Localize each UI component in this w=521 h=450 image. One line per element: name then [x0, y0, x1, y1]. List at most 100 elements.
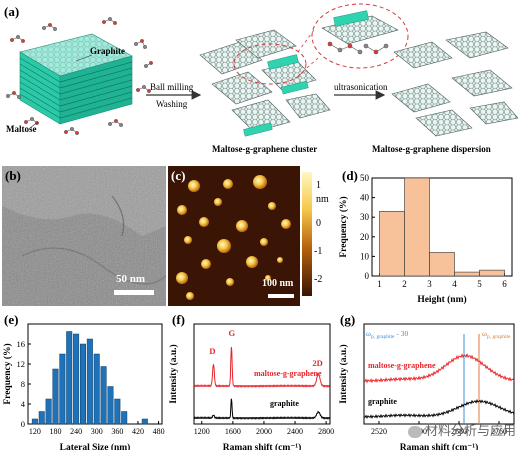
x-tick-label: 360	[111, 427, 123, 436]
bar	[52, 368, 59, 425]
y-tick-label: 12	[17, 359, 26, 369]
x-tick-label: 1200	[194, 427, 210, 436]
y-tick-label: 10	[360, 251, 370, 261]
raman-spectra-2d: Raman shift (cm⁻¹) Intensity (a.u.) 2520 26…	[338, 323, 515, 450]
x-tick-label: 2	[402, 279, 407, 289]
panel-a-schematic	[6, 3, 519, 137]
washing-label: Washing	[156, 99, 188, 109]
graphene-cluster	[199, 29, 331, 137]
peak-label: D	[209, 346, 215, 356]
y-tick-label: 50	[360, 173, 370, 183]
panel-b-label: (b)	[5, 168, 21, 183]
peak-label: 2D	[312, 358, 322, 368]
x-tick-label: 480	[153, 427, 165, 436]
maltose-molecules	[6, 17, 153, 135]
peak-label: G	[228, 328, 235, 338]
reference-label: ωp, graphite	[482, 329, 511, 340]
tem-scale-label: 50 nm	[116, 273, 146, 285]
bar	[379, 211, 405, 277]
y-tick-label: 20	[360, 232, 370, 242]
x-tick-label: 1600	[225, 427, 241, 436]
lateral-size-histogram: Lateral Size (nm) Frequency (%) 0 4 8 12 16 120…	[2, 323, 165, 450]
y-tick-label: 0	[365, 271, 370, 281]
x-axis-label: Lateral Size (nm)	[60, 442, 131, 450]
maltose-label: Maltose	[6, 124, 37, 134]
bar	[141, 418, 148, 425]
panel-e-label: (e)	[4, 312, 19, 327]
series-label: graphite	[368, 397, 397, 406]
zoom-detail	[321, 10, 399, 55]
series-line	[363, 399, 515, 420]
x-tick-label: 2760	[491, 427, 507, 436]
bar	[429, 252, 455, 277]
panel-a-label: (a)	[4, 4, 20, 19]
bar	[404, 177, 430, 277]
bar	[93, 353, 100, 425]
bar	[73, 333, 80, 425]
wechat-icon	[408, 425, 422, 438]
colorbar-tick-1: 1	[316, 180, 321, 191]
y-tick-label: 0	[21, 419, 25, 429]
x-tick-label: 2520	[371, 427, 387, 436]
bar	[66, 331, 73, 425]
bar	[107, 386, 114, 425]
ultrasonication-label: ultrasonication	[334, 82, 388, 92]
panel-g-label: (g)	[340, 312, 356, 327]
x-tick-label: 5	[477, 279, 482, 289]
bar	[100, 366, 107, 425]
afm-colorbar	[302, 172, 312, 296]
panel-d-label: (d)	[342, 168, 358, 183]
series-line	[193, 398, 330, 420]
bar	[38, 411, 45, 425]
x-tick-label: 2800	[318, 427, 334, 436]
bar	[114, 398, 121, 425]
reference-label: ωp, graphite - 30	[366, 329, 408, 340]
afm-scale-label: 100 nm	[262, 278, 294, 289]
bar	[479, 269, 505, 277]
bar	[45, 398, 52, 425]
graphite-block	[19, 33, 133, 125]
x-tick-label: 3	[427, 279, 432, 289]
bar	[79, 343, 86, 425]
ball-milling-label: Ball milling	[150, 82, 194, 92]
x-tick-label: 120	[29, 427, 41, 436]
x-tick-label: 4	[452, 279, 457, 289]
y-axis-label: Frequency (%)	[2, 343, 13, 404]
x-tick-label: 180	[49, 427, 61, 436]
y-tick-label: 16	[17, 339, 26, 349]
colorbar-tick-0: 0	[316, 218, 321, 229]
graphene-dispersion	[391, 31, 519, 137]
plot-frame	[363, 323, 515, 425]
zoom-circle-small	[233, 43, 307, 85]
bar	[454, 271, 480, 277]
watermark-text: 材料分析与应用	[425, 424, 517, 439]
graphite-pointer	[75, 54, 93, 62]
series-line	[193, 346, 330, 388]
x-tick-label: 2000	[256, 427, 272, 436]
y-tick-label: 30	[360, 212, 370, 222]
x-axis-label: Height (nm)	[417, 294, 466, 305]
panel-f-label: (f)	[172, 312, 185, 327]
plot-frame	[193, 323, 331, 425]
afm-image: (c) 100 nm	[168, 166, 300, 306]
tem-image: (b) 50 nm	[2, 166, 166, 306]
dispersion-label: Maltose-g-graphene dispersion	[372, 144, 491, 154]
zoom-circle-large	[311, 3, 409, 69]
x-tick-label: 2680	[451, 427, 467, 436]
maltose-pointer	[29, 121, 39, 129]
colorbar-tick-m1: -1	[314, 246, 323, 257]
y-axis-label: Intensity (a.u.)	[338, 344, 349, 403]
watermark: 材料分析与应用	[408, 420, 516, 439]
height-histogram: Height (nm) Frequency (%) 0 10 20 30 40 50 1 2 3 4 5…	[338, 173, 513, 305]
bar	[121, 411, 128, 425]
x-axis-label: Raman shift (cm⁻¹)	[400, 442, 479, 450]
x-tick-label: 1	[377, 279, 382, 289]
series-label: maltose-g-graphene	[368, 361, 436, 370]
series-label: graphite	[270, 399, 299, 408]
panel-c-label: (c)	[171, 168, 186, 183]
series-line	[363, 353, 515, 384]
bar	[59, 353, 66, 425]
y-tick-label: 4	[21, 399, 26, 409]
cluster-label: Maltose-g-graphene cluster	[212, 144, 318, 154]
x-tick-label: 300	[91, 427, 103, 436]
